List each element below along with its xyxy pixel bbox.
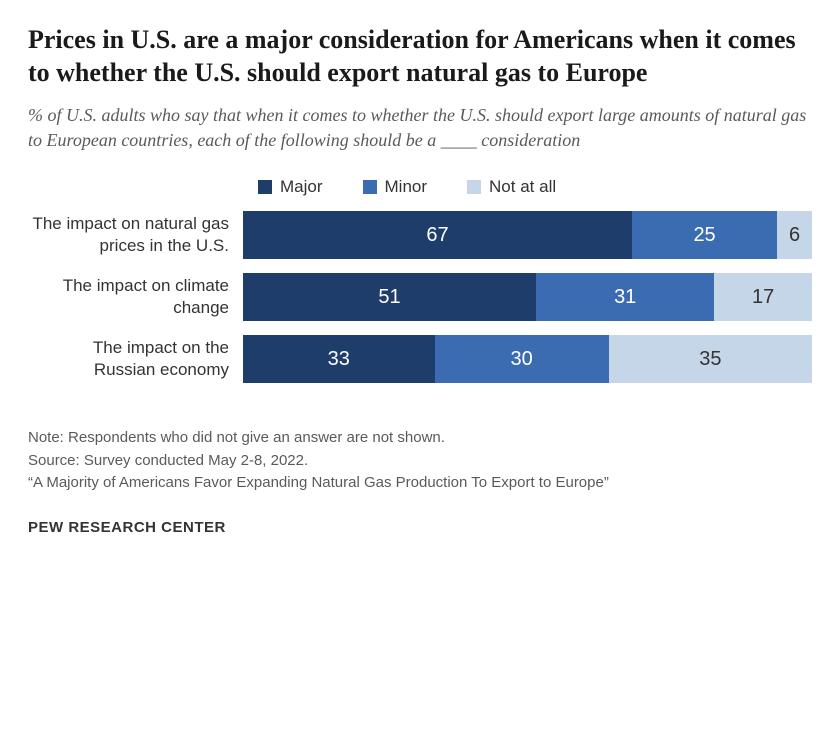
note-line: Note: Respondents who did not give an an… [28,427,812,450]
bar-wrap: 67256 [243,211,812,259]
bar-segment: 25 [632,211,777,259]
bar-row: The impact on natural gas prices in the … [28,211,812,259]
bar-segment: 35 [609,335,812,383]
chart-subtitle: % of U.S. adults who say that when it co… [28,103,812,153]
attribution: PEW RESEARCH CENTER [28,519,812,536]
bar-segment: 67 [243,211,632,259]
bar-row: The impact on climate change513117 [28,273,812,321]
legend-swatch [467,180,481,194]
row-label: The impact on natural gas prices in the … [28,213,243,257]
legend-swatch [363,180,377,194]
chart-notes: Note: Respondents who did not give an an… [28,427,812,495]
bar-segment: 31 [536,273,714,321]
legend-swatch [258,180,272,194]
note-line: “A Majority of Americans Favor Expanding… [28,472,812,495]
legend-item: Minor [363,177,428,197]
note-line: Source: Survey conducted May 2-8, 2022. [28,450,812,473]
chart-legend: Major Minor Not at all [258,177,812,197]
bar-segment: 33 [243,335,435,383]
legend-item: Not at all [467,177,556,197]
bar-chart: Major Minor Not at all The impact on natur… [28,177,812,397]
row-label: The impact on the Russian economy [28,337,243,381]
legend-label: Minor [385,177,428,197]
chart-rows: The impact on natural gas prices in the … [28,211,812,397]
bar-segment: 51 [243,273,536,321]
legend-label: Not at all [489,177,556,197]
bar-row: The impact on the Russian economy333035 [28,335,812,383]
bar-segment: 6 [777,211,812,259]
legend-item: Major [258,177,323,197]
legend-label: Major [280,177,323,197]
bar-segment: 30 [435,335,609,383]
row-label: The impact on climate change [28,275,243,319]
bar-wrap: 513117 [243,273,812,321]
bar-wrap: 333035 [243,335,812,383]
chart-title: Prices in U.S. are a major consideration… [28,24,812,89]
bar-segment: 17 [714,273,812,321]
